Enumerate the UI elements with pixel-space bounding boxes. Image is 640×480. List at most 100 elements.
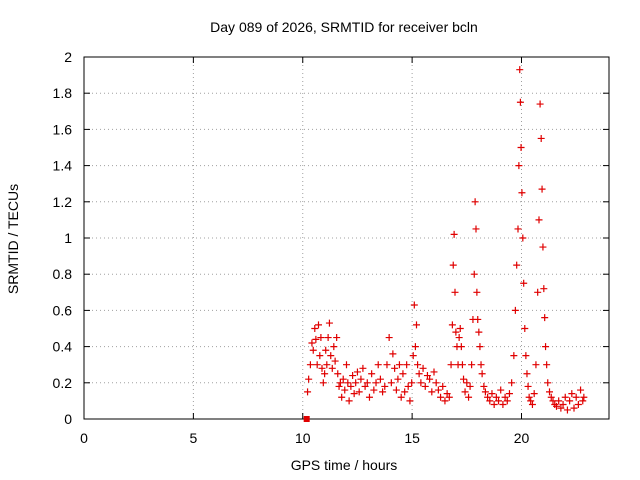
data-point bbox=[336, 379, 344, 387]
data-point bbox=[510, 352, 518, 360]
data-point bbox=[350, 390, 358, 398]
data-point bbox=[331, 357, 339, 365]
data-point bbox=[499, 401, 507, 409]
data-point bbox=[404, 382, 412, 390]
data-point bbox=[525, 393, 533, 401]
data-point bbox=[455, 334, 463, 342]
x-tick-label: 10 bbox=[295, 430, 311, 446]
data-point bbox=[417, 379, 425, 387]
data-point bbox=[448, 321, 456, 329]
data-point bbox=[445, 393, 453, 401]
data-point bbox=[335, 382, 343, 390]
data-point bbox=[349, 372, 357, 380]
y-tick-label: 1.4 bbox=[53, 158, 73, 174]
data-point bbox=[553, 402, 560, 410]
data-point bbox=[323, 361, 331, 369]
y-tick-label: 0.4 bbox=[53, 339, 73, 355]
data-point bbox=[538, 185, 546, 193]
data-point bbox=[452, 328, 460, 336]
data-point bbox=[311, 325, 319, 332]
data-point bbox=[481, 388, 489, 396]
data-point bbox=[423, 372, 431, 380]
data-point bbox=[327, 352, 335, 360]
data-point bbox=[305, 375, 313, 383]
data-point bbox=[395, 361, 403, 369]
data-point bbox=[312, 335, 320, 343]
data-point bbox=[551, 401, 559, 409]
data-point bbox=[535, 216, 543, 224]
data-point bbox=[361, 382, 369, 390]
data-point bbox=[318, 364, 326, 372]
data-point bbox=[577, 386, 585, 394]
data-point bbox=[365, 393, 373, 401]
data-point bbox=[344, 379, 352, 387]
data-point bbox=[559, 401, 567, 409]
data-point bbox=[508, 379, 516, 387]
data-point bbox=[333, 334, 341, 342]
data-point bbox=[394, 375, 402, 383]
data-point bbox=[419, 364, 427, 372]
y-tick-labels: 0 0.2 0.4 0.6 0.8 1 1.2 1.4 1.6 1.8 2 bbox=[53, 49, 73, 427]
plot-frame bbox=[83, 56, 610, 420]
data-point bbox=[468, 361, 476, 369]
data-point bbox=[470, 270, 478, 278]
data-point bbox=[439, 382, 447, 390]
y-tick-label: 2 bbox=[64, 49, 72, 65]
data-point bbox=[392, 386, 400, 394]
data-point bbox=[475, 328, 483, 336]
chart-title: Day 089 of 2026, SRMTID for receiver bcl… bbox=[210, 19, 478, 35]
data-point bbox=[434, 386, 442, 394]
data-point bbox=[541, 314, 549, 322]
data-point bbox=[522, 352, 530, 360]
y-tick-label: 1.8 bbox=[53, 85, 73, 101]
data-point bbox=[403, 361, 411, 369]
data-point bbox=[387, 379, 395, 387]
data-point bbox=[449, 261, 457, 269]
data-point bbox=[308, 339, 316, 347]
data-point bbox=[450, 230, 458, 238]
data-point bbox=[537, 134, 545, 142]
data-point bbox=[408, 379, 416, 387]
data-point bbox=[570, 404, 578, 412]
data-point bbox=[516, 98, 524, 106]
data-point bbox=[363, 379, 371, 387]
y-tick-label: 0.8 bbox=[53, 266, 73, 282]
data-point bbox=[383, 361, 391, 369]
data-point bbox=[579, 397, 587, 405]
data-point bbox=[413, 321, 420, 329]
data-point bbox=[561, 393, 569, 401]
data-point bbox=[385, 334, 393, 342]
data-point bbox=[528, 401, 536, 409]
data-point bbox=[379, 388, 387, 396]
data-point bbox=[476, 343, 484, 351]
data-point bbox=[339, 375, 347, 383]
data-point bbox=[557, 404, 565, 412]
x-tick-labels: 0 5 10 15 20 bbox=[80, 430, 529, 446]
x-tick-label: 5 bbox=[189, 430, 197, 446]
data-point bbox=[530, 390, 538, 398]
data-point bbox=[523, 370, 531, 378]
data-point bbox=[477, 361, 485, 369]
data-point bbox=[486, 397, 494, 405]
data-point bbox=[480, 382, 488, 390]
data-point bbox=[546, 388, 553, 396]
data-point bbox=[544, 379, 552, 387]
data-point bbox=[401, 388, 409, 396]
data-point bbox=[352, 379, 360, 387]
data-point bbox=[555, 397, 563, 405]
data-point bbox=[519, 234, 527, 242]
data-point bbox=[372, 379, 380, 387]
data-point bbox=[432, 379, 440, 387]
data-point bbox=[451, 288, 459, 296]
data-point bbox=[505, 390, 513, 398]
y-tick-label: 1.2 bbox=[53, 194, 73, 210]
data-point bbox=[515, 162, 523, 170]
data-point bbox=[457, 343, 465, 351]
data-point bbox=[447, 361, 455, 369]
data-point bbox=[501, 393, 509, 401]
data-point bbox=[461, 388, 469, 396]
data-point bbox=[437, 393, 445, 401]
data-point bbox=[458, 361, 466, 369]
data-point bbox=[472, 225, 480, 233]
